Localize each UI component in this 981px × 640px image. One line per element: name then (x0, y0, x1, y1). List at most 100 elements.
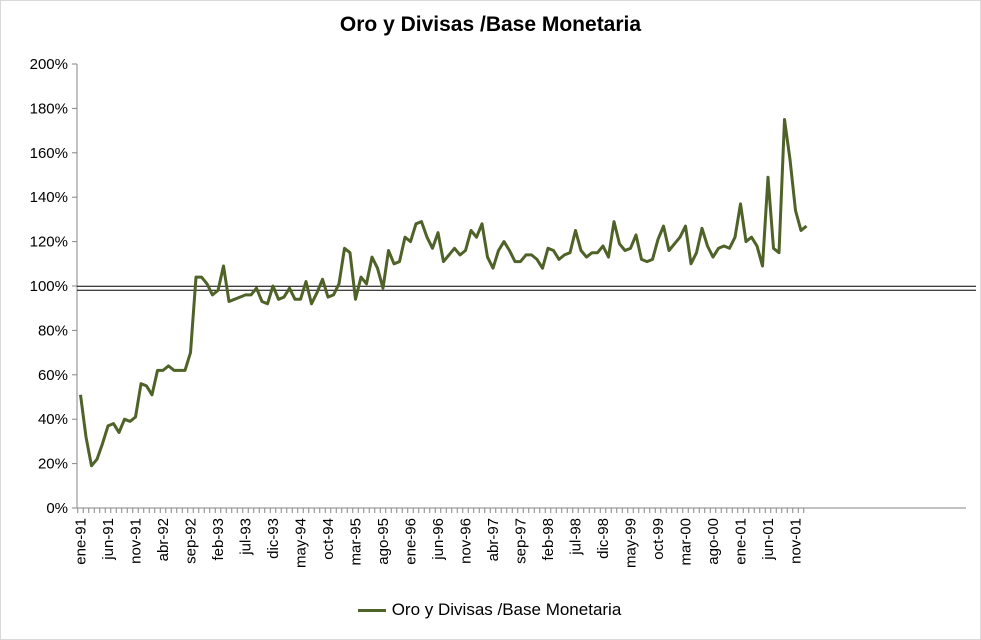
data-point (552, 249, 555, 252)
y-tick-label: 140% (30, 189, 68, 206)
data-point (514, 260, 517, 263)
data-point (712, 256, 715, 259)
data-point (602, 245, 605, 248)
data-point (662, 225, 665, 228)
x-tick-label: nov-01 (788, 518, 805, 564)
data-point (393, 262, 396, 265)
data-point (503, 240, 506, 243)
data-point (365, 282, 368, 285)
data-point (343, 247, 346, 250)
data-point (629, 247, 632, 250)
data-point (783, 118, 786, 121)
x-tick-label: may-94 (293, 518, 310, 568)
data-point (591, 251, 594, 254)
data-point (123, 418, 126, 421)
data-point (767, 176, 770, 179)
data-point (673, 242, 676, 245)
data-point (277, 298, 280, 301)
y-tick-label: 20% (38, 456, 68, 473)
y-tick-label: 80% (38, 322, 68, 339)
data-point (415, 222, 418, 225)
data-point (431, 247, 434, 250)
data-point (706, 245, 709, 248)
data-point (607, 256, 610, 259)
data-point (569, 251, 572, 254)
data-point (574, 229, 577, 232)
data-point (750, 236, 753, 239)
data-point (349, 251, 352, 254)
series-line (79, 118, 808, 468)
x-tick-label: feb-98 (540, 518, 557, 561)
data-point (519, 260, 522, 263)
x-tick-label: ene-01 (733, 518, 750, 565)
data-point (228, 300, 231, 303)
data-point (558, 258, 561, 261)
data-point (437, 231, 440, 234)
data-point (745, 240, 748, 243)
data-point (580, 249, 583, 252)
data-point (178, 369, 181, 372)
data-point (184, 369, 187, 372)
data-point (294, 298, 297, 301)
data-point (651, 258, 654, 261)
x-tick-label: abr-92 (155, 518, 172, 561)
data-point (156, 369, 159, 372)
x-tick-label: dic-93 (265, 518, 282, 559)
data-point (321, 278, 324, 281)
y-tick-label: 40% (38, 411, 68, 428)
legend: Oro y Divisas /Base Monetaria (0, 600, 979, 620)
data-point (376, 267, 379, 270)
data-point (371, 256, 374, 259)
data-point (805, 225, 808, 228)
data-point (195, 276, 198, 279)
data-point (305, 280, 308, 283)
y-tick-label: 160% (30, 145, 68, 162)
data-point (646, 260, 649, 263)
x-tick-label: ago-95 (375, 518, 392, 565)
data-point (200, 276, 203, 279)
x-tick-label: jun-96 (430, 518, 447, 561)
data-point (481, 222, 484, 225)
data-point (398, 260, 401, 263)
data-point (101, 442, 104, 445)
data-point (563, 253, 566, 256)
x-tick-label: nov-91 (128, 518, 145, 564)
data-point (464, 249, 467, 252)
data-point (530, 253, 533, 256)
x-tick-label: ago-00 (705, 518, 722, 565)
data-point (717, 247, 720, 250)
data-point (756, 245, 759, 248)
data-point (112, 422, 115, 425)
data-point (272, 285, 275, 288)
data-point (618, 242, 621, 245)
data-point (244, 293, 247, 296)
data-point (426, 236, 429, 239)
x-tick-label: jul-93 (238, 518, 255, 556)
data-point (129, 420, 132, 423)
data-point (338, 282, 341, 285)
x-tick-label: may-99 (623, 518, 640, 568)
x-tick-label: abr-97 (485, 518, 502, 561)
data-point (250, 293, 253, 296)
y-tick-label: 120% (30, 234, 68, 251)
x-tick-label: sep-97 (513, 518, 530, 564)
legend-label: Oro y Divisas /Base Monetaria (391, 600, 622, 619)
data-point (222, 265, 225, 268)
data-point (96, 458, 99, 461)
x-tick-label: oct-99 (650, 518, 667, 560)
data-point (701, 227, 704, 230)
data-point (525, 253, 528, 256)
data-point (283, 296, 286, 299)
data-point (679, 236, 682, 239)
x-tick-label: sep-92 (183, 518, 200, 564)
data-point (299, 298, 302, 301)
data-point (404, 236, 407, 239)
y-tick-label: 0% (46, 500, 68, 517)
data-point (547, 247, 550, 250)
data-point (624, 249, 627, 252)
x-tick-label: nov-96 (458, 518, 475, 564)
data-point (635, 233, 638, 236)
data-point (497, 249, 500, 252)
data-point (107, 424, 110, 427)
data-point (288, 287, 291, 290)
